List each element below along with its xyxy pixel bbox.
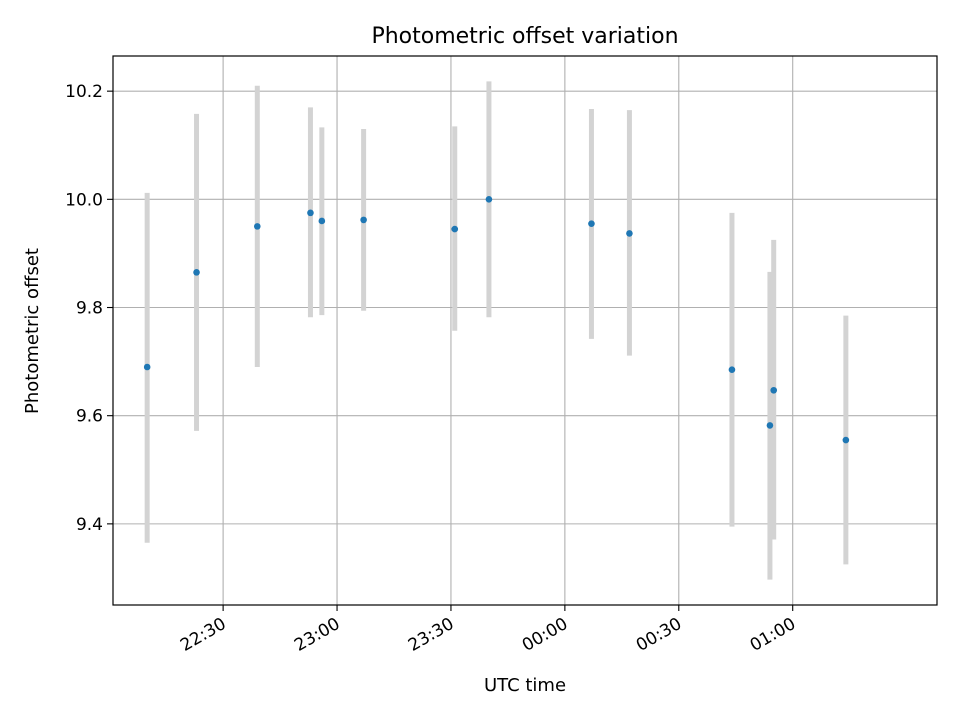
y-axis-ticks: 9.4 9.6 9.8 10.0 10.2 [65, 82, 113, 535]
data-point [766, 422, 774, 429]
plot-frame [112, 55, 938, 606]
grid [113, 56, 937, 605]
data-point [451, 225, 459, 233]
x-tick-label: 22:30 [177, 614, 229, 656]
y-tick-label: 9.8 [76, 299, 103, 319]
x-tick-label: 01:00 [747, 614, 799, 656]
data-point [193, 269, 200, 276]
x-axis-label: UTC time [484, 675, 566, 696]
data-point [485, 196, 493, 203]
chart-title: Photometric offset variation [371, 24, 678, 49]
x-tick-label: 23:00 [291, 614, 343, 656]
data-point [842, 436, 850, 444]
data-points [143, 196, 850, 444]
data-point [588, 220, 595, 227]
x-tick-label: 23:30 [405, 614, 457, 656]
y-tick-label: 10.2 [65, 82, 103, 102]
y-axis-label: Photometric offset [22, 248, 43, 414]
data-point [143, 363, 151, 371]
data-point [253, 223, 261, 230]
y-tick-label: 9.4 [76, 515, 103, 535]
data-point [360, 216, 367, 224]
data-point [770, 386, 778, 394]
data-point [307, 209, 314, 217]
errorbars [144, 81, 849, 580]
data-point [626, 230, 633, 237]
data-point [728, 366, 736, 374]
data-point [318, 217, 326, 225]
y-tick-label: 10.0 [65, 190, 103, 210]
x-axis-ticks: 22:30 23:00 23:30 00:00 00:30 01:00 [177, 605, 799, 656]
x-tick-label: 00:30 [633, 614, 685, 656]
x-tick-label: 00:00 [519, 614, 571, 656]
y-tick-label: 9.6 [76, 407, 103, 427]
